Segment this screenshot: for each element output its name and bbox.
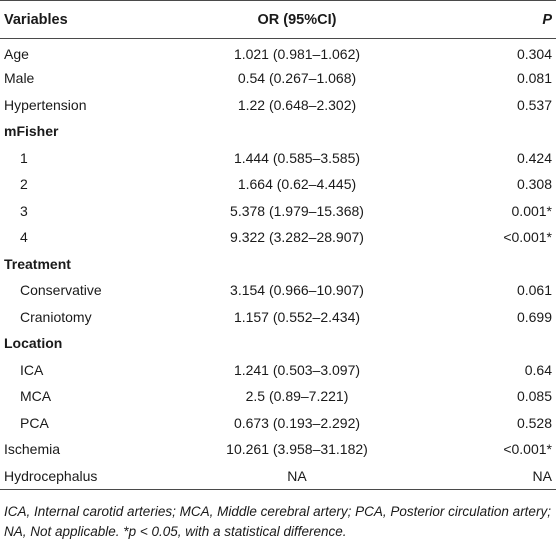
p-value-cell — [422, 330, 556, 357]
table-row: Hypertension 1.22 (0.648–2.302) 0.537 — [0, 92, 556, 119]
header-p: P — [422, 0, 556, 39]
table-row: 2 1.664 (0.62–4.445) 0.308 — [0, 171, 556, 198]
variable-cell: Male — [4, 70, 35, 87]
variable-cell: PCA — [20, 414, 49, 431]
section-row: mFisher — [0, 118, 556, 145]
or-cell: 1.444 (0.585–3.585) — [233, 149, 361, 166]
table-row: Age 1.021 (0.981–1.062) 0.304 — [0, 39, 556, 66]
table-row: 1 1.444 (0.585–3.585) 0.424 — [0, 145, 556, 172]
or-cell: 0.673 (0.193–2.292) — [233, 414, 361, 431]
p-value-cell — [422, 251, 556, 278]
p-value-cell: <0.001* — [503, 441, 552, 458]
table-header-row: Variables OR (95%CI) P — [0, 0, 556, 39]
table-row: MCA 2.5 (0.89–7.221) 0.085 — [0, 383, 556, 410]
p-value-cell: 0.308 — [516, 176, 552, 193]
section-row: Treatment — [0, 251, 556, 278]
section-label: mFisher — [4, 123, 59, 140]
table-row: 4 9.322 (3.282–28.907) <0.001* — [0, 224, 556, 251]
p-value-cell: <0.001* — [503, 229, 552, 246]
variable-cell: 3 — [20, 202, 28, 219]
table-row: Craniotomy 1.157 (0.552–2.434) 0.699 — [0, 304, 556, 331]
variable-cell: Conservative — [20, 282, 102, 299]
or-cell — [172, 330, 422, 357]
table-row: Conservative 3.154 (0.966–10.907) 0.061 — [0, 277, 556, 304]
or-cell: 1.021 (0.981–1.062) — [233, 46, 361, 62]
p-value-cell: 0.081 — [516, 70, 552, 87]
header-or: OR (95%CI) — [172, 0, 422, 39]
variable-cell: Craniotomy — [20, 308, 92, 325]
results-table-container: Variables OR (95%CI) P Age 1.021 (0.981–1… — [0, 0, 556, 539]
table-row: Male 0.54 (0.267–1.068) 0.081 — [0, 65, 556, 92]
variable-cell: 1 — [20, 149, 28, 166]
table-body: Age 1.021 (0.981–1.062) 0.304 Male 0.54 (0.2… — [0, 39, 556, 490]
section-label: Location — [4, 335, 63, 352]
p-value-cell: 0.085 — [516, 388, 552, 405]
variable-cell: Hydrocephalus — [0, 462, 172, 490]
or-cell: 3.154 (0.966–10.907) — [230, 282, 364, 299]
or-cell: 10.261 (3.958–31.182) — [226, 441, 368, 458]
p-value-cell: 0.424 — [516, 149, 552, 166]
table-row: 3 5.378 (1.979–15.368) 0.001* — [0, 198, 556, 225]
table-row: ICA 1.241 (0.503–3.097) 0.64 — [0, 357, 556, 384]
or-cell: 1.664 (0.62–4.445) — [237, 176, 357, 193]
p-value-cell: 0.528 — [516, 414, 552, 431]
p-value-cell: 0.64 — [524, 361, 552, 378]
or-cell — [172, 118, 422, 145]
odds-ratio-table: Variables OR (95%CI) P Age 1.021 (0.981–1… — [0, 0, 556, 490]
variable-cell: Hypertension — [4, 96, 87, 113]
variable-cell: ICA — [20, 361, 44, 378]
variable-cell: Age — [4, 46, 29, 62]
p-value-cell: 0.304 — [516, 46, 552, 62]
table-row: Ischemia 10.261 (3.958–31.182) <0.001* — [0, 436, 556, 463]
p-value-cell: 0.061 — [516, 282, 552, 299]
table-row: PCA 0.673 (0.193–2.292) 0.528 — [0, 410, 556, 437]
or-cell: 1.22 (0.648–2.302) — [237, 96, 357, 113]
variable-cell: Ischemia — [4, 441, 61, 458]
or-cell: NA — [172, 462, 422, 490]
p-value-cell: NA — [422, 462, 556, 490]
or-cell: 0.54 (0.267–1.068) — [237, 70, 357, 87]
header-variables: Variables — [0, 0, 172, 39]
or-cell: 1.241 (0.503–3.097) — [233, 361, 361, 378]
or-cell — [172, 251, 422, 278]
or-cell: 5.378 (1.979–15.368) — [230, 202, 364, 219]
p-value-cell: 0.001* — [511, 202, 552, 219]
section-label: Treatment — [4, 255, 71, 272]
variable-cell: MCA — [20, 388, 52, 405]
p-value-cell: 0.537 — [516, 96, 552, 113]
or-cell: 9.322 (3.282–28.907) — [230, 229, 364, 246]
variable-cell: 2 — [20, 176, 28, 193]
table-row: Hydrocephalus NA NA — [0, 462, 556, 490]
p-value-cell — [422, 118, 556, 145]
table-footnote: ICA, Internal carotid arteries; MCA, Mid… — [4, 503, 551, 539]
section-row: Location — [0, 330, 556, 357]
or-cell: 1.157 (0.552–2.434) — [233, 308, 361, 325]
or-cell: 2.5 (0.89–7.221) — [245, 388, 349, 405]
p-value-cell: 0.699 — [516, 308, 552, 325]
variable-cell: 4 — [20, 229, 28, 246]
